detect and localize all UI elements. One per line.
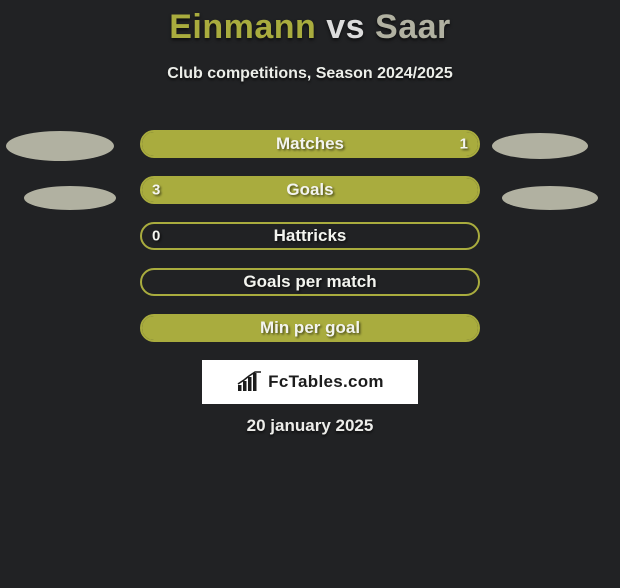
- metric-row-min-per-goal: Min per goal: [0, 305, 620, 351]
- bg-ellipse-right_big: [492, 133, 588, 159]
- player2-name: Saar: [375, 8, 451, 46]
- metric-track-goals-per-match: [140, 268, 480, 296]
- page-title: Einmann vs Saar: [0, 8, 620, 47]
- bg-ellipse-left_big: [6, 131, 114, 161]
- metric-fill-min-per-goal: [142, 316, 478, 340]
- bg-ellipse-left_small: [24, 186, 116, 210]
- metric-fill-goals: [142, 178, 478, 202]
- date-label: 20 january 2025: [0, 416, 620, 436]
- logo-text: FcTables.com: [268, 372, 384, 392]
- subtitle: Club competitions, Season 2024/2025: [0, 65, 620, 83]
- metric-row-hattricks: Hattricks0: [0, 213, 620, 259]
- metric-track-hattricks: [140, 222, 480, 250]
- metric-track-min-per-goal: [140, 314, 480, 342]
- metric-row-goals-per-match: Goals per match: [0, 259, 620, 305]
- vs-separator: vs: [326, 8, 365, 46]
- player1-name: Einmann: [169, 8, 316, 46]
- metric-track-goals: [140, 176, 480, 204]
- bg-ellipse-right_small: [502, 186, 598, 210]
- metric-track-matches: [140, 130, 480, 158]
- logo-box: FcTables.com: [202, 360, 418, 404]
- logo-bars-icon: [236, 371, 264, 393]
- metric-fill-matches: [142, 132, 478, 156]
